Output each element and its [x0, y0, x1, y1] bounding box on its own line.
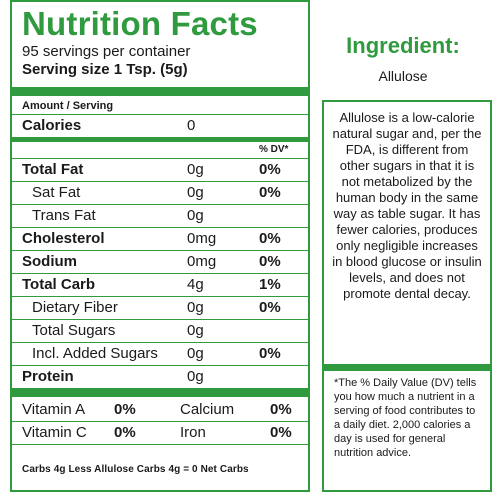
daily-value-footnote: *The % Daily Value (DV) tells you how mu…	[334, 377, 477, 459]
vitamin-name: Vitamin C	[22, 424, 87, 441]
ingredient-title: Ingredient:	[346, 33, 460, 58]
nutrient-row-sat-fat: Sat Fat 0g 0%	[22, 182, 298, 204]
divider	[12, 296, 308, 297]
nutrient-amount: 0mg	[187, 253, 217, 270]
dv-header-row: % DV*	[22, 142, 298, 158]
vitamin-dv: 0%	[114, 424, 136, 441]
amount-per-serving: Amount / Serving	[22, 100, 114, 112]
nutrient-amount: 0g	[187, 207, 204, 224]
divider	[12, 342, 308, 343]
nutrient-label: Incl. Added Sugars	[32, 345, 158, 362]
ingredient-info-box: Allulose is a low-calorie natural sugar …	[322, 100, 492, 492]
nutrient-amount: 0g	[187, 299, 204, 316]
nutrient-dv: 0%	[259, 253, 281, 270]
thick-divider	[12, 388, 308, 397]
nutrient-row-added-sugars: Incl. Added Sugars 0g 0%	[22, 343, 298, 365]
thick-divider	[12, 87, 308, 96]
nutrient-label: Dietary Fiber	[32, 299, 118, 316]
nutrient-amount: 4g	[187, 276, 204, 293]
mineral-name: Iron	[180, 424, 206, 441]
nutrient-label: Protein	[22, 368, 74, 385]
nutrient-row-total-sugars: Total Sugars 0g	[22, 320, 298, 342]
nutrient-row-sodium: Sodium 0mg 0%	[22, 251, 298, 273]
vitamin-row: Vitamin C 0% Iron 0%	[22, 422, 298, 444]
ingredient-description: Allulose is a low-calorie natural sugar …	[332, 110, 482, 301]
vitamin-dv: 0%	[114, 401, 136, 418]
nutrient-label: Sodium	[22, 253, 77, 270]
dv-header: % DV*	[259, 144, 289, 155]
mineral-dv: 0%	[270, 424, 292, 441]
mineral-dv: 0%	[270, 401, 292, 418]
thick-divider	[324, 364, 490, 371]
divider	[12, 444, 308, 445]
ingredient-value: Allulose	[378, 68, 428, 84]
nutrient-label: Total Fat	[22, 161, 84, 178]
vitamin-row: Vitamin A 0% Calcium 0%	[22, 399, 298, 421]
divider	[12, 273, 308, 274]
nutrient-amount: 0g	[187, 368, 204, 385]
divider	[12, 114, 308, 115]
nutrient-row-dietary-fiber: Dietary Fiber 0g 0%	[22, 297, 298, 319]
nutrient-dv: 0%	[259, 184, 281, 201]
divider	[12, 227, 308, 228]
nutrient-amount: 0g	[187, 161, 204, 178]
divider	[12, 365, 308, 366]
calories-label: Calories	[22, 117, 82, 134]
divider	[12, 204, 308, 205]
nutrient-row-total-carb: Total Carb 4g 1%	[22, 274, 298, 296]
nutrient-dv: 0%	[259, 299, 281, 316]
nutrient-row-trans-fat: Trans Fat 0g	[22, 205, 298, 227]
nutrition-facts-title: Nutrition Facts	[22, 5, 258, 42]
divider	[12, 158, 308, 159]
nutrient-amount: 0mg	[187, 230, 217, 247]
nutrient-amount: 0g	[187, 322, 204, 339]
nutrient-dv: 0%	[259, 161, 281, 178]
medium-divider	[12, 137, 308, 142]
nutrient-row-cholesterol: Cholesterol 0mg 0%	[22, 228, 298, 250]
divider	[12, 181, 308, 182]
nutrient-label: Cholesterol	[22, 230, 105, 247]
nutrient-label: Trans Fat	[32, 207, 96, 224]
divider	[12, 319, 308, 320]
servings-per-container: 95 servings per container	[22, 43, 191, 60]
nutrient-amount: 0g	[187, 345, 204, 362]
nutrition-facts-panel: Nutrition Facts 95 servings per containe…	[10, 0, 310, 492]
net-carbs-note: Carbs 4g Less Allulose Carbs 4g = 0 Net …	[22, 464, 249, 475]
divider	[12, 250, 308, 251]
nutrient-dv: 0%	[259, 230, 281, 247]
mineral-name: Calcium	[180, 401, 235, 418]
nutrient-dv: 1%	[259, 276, 281, 293]
divider	[12, 421, 308, 422]
nutrient-label: Sat Fat	[32, 184, 81, 201]
serving-size: Serving size 1 Tsp. (5g)	[22, 61, 188, 78]
nutrient-row-protein: Protein 0g	[22, 366, 298, 388]
calories-amount: 0	[187, 117, 196, 134]
nutrient-label: Total Sugars	[32, 322, 116, 339]
nutrient-dv: 0%	[259, 345, 281, 362]
vitamin-name: Vitamin A	[22, 401, 86, 418]
nutrient-row-total-fat: Total Fat 0g 0%	[22, 159, 298, 181]
nutrient-label: Total Carb	[22, 276, 96, 293]
calories-row: Calories 0	[22, 115, 298, 137]
nutrient-amount: 0g	[187, 184, 204, 201]
